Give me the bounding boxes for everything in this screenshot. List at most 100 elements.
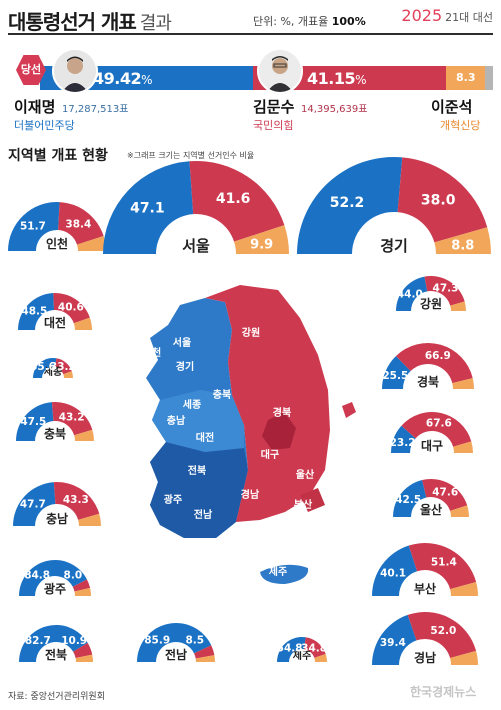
region-name: 대전 xyxy=(44,315,66,330)
count-rate: 100% xyxy=(331,15,366,28)
region-seg-kim xyxy=(53,293,90,324)
map-label: 대구 xyxy=(261,448,279,461)
region-name: 경기 xyxy=(380,237,408,255)
region-seg-lj xyxy=(434,227,491,254)
region-value-lee: 84.8 xyxy=(24,569,50,581)
pct-lee-junseok: 8.3 xyxy=(456,71,476,84)
region-seg-lee xyxy=(277,637,306,662)
map-label: 충북 xyxy=(213,388,231,401)
region-seg-lee xyxy=(16,402,54,441)
region-seg-lj xyxy=(74,587,91,596)
map-region-busan xyxy=(300,488,325,512)
region-seg-kim xyxy=(422,479,468,511)
region-value-kim: 66.9 xyxy=(425,350,451,362)
header-divider xyxy=(8,33,493,35)
region-seg-lee xyxy=(8,202,60,251)
region-value-lee: 42.5 xyxy=(395,494,421,506)
election-badge: 2025 21대 대선 xyxy=(401,6,493,25)
map-label: 광주 xyxy=(164,494,182,506)
page-title-suffix: 결과 xyxy=(139,13,172,34)
region-seg-lj xyxy=(450,650,478,665)
region-seg-kim xyxy=(194,645,215,659)
region-value-lee-junseok: 9.9 xyxy=(250,238,273,253)
region-name: 인천 xyxy=(46,236,68,251)
region-value-lee: 54.8 xyxy=(277,643,303,655)
region-seg-kim xyxy=(408,543,477,590)
region-value-kim: 8.0 xyxy=(64,569,83,581)
region-value-lee: 48.5 xyxy=(21,305,47,317)
candidate-party-lee-junseok: 개혁신당 xyxy=(440,119,481,132)
region-seg-kim xyxy=(424,275,465,306)
map-label: 경북 xyxy=(273,406,291,419)
region-chart-8: 대구 23.2 67.6 xyxy=(390,412,473,453)
region-value-kim: 38.0 xyxy=(421,192,456,208)
region-value-kim: 40.6 xyxy=(58,301,84,313)
region-seg-kim xyxy=(401,412,472,447)
region-seg-lee xyxy=(19,560,87,596)
map-label: 경남 xyxy=(241,488,260,501)
map-region-ulleung xyxy=(342,402,356,418)
region-name: 부산 xyxy=(414,581,436,596)
region-seg-kim xyxy=(189,161,285,242)
map-label: 인천 xyxy=(143,346,161,359)
region-name: 서울 xyxy=(182,237,210,255)
region-seg-lee xyxy=(396,276,428,311)
region-value-kim: 10.9 xyxy=(61,635,87,647)
region-seg-lj xyxy=(76,236,106,251)
region-seg-lee xyxy=(18,293,55,330)
map-region-honam xyxy=(150,442,248,538)
map-label: 강원 xyxy=(242,326,260,339)
map-label: 전남 xyxy=(194,508,213,521)
region-seg-lj xyxy=(453,441,473,453)
region-value-lee: 47.5 xyxy=(20,416,46,428)
region-seg-lee xyxy=(13,482,56,526)
region-seg-kim xyxy=(72,579,91,592)
region-seg-kim xyxy=(51,402,93,436)
region-chart-2: 경기 52.2 38.0 8.8 xyxy=(296,157,491,255)
region-seg-lee xyxy=(382,355,411,389)
map-label: 전북 xyxy=(188,464,206,477)
region-seg-lee xyxy=(19,625,88,662)
candidate-votes-lee: 17,287,513표 xyxy=(62,104,129,115)
election-year: 2025 xyxy=(401,6,443,25)
region-seg-kim xyxy=(58,202,104,245)
region-value-lee: 39.4 xyxy=(380,637,406,649)
region-value-kim: 43.2 xyxy=(59,412,85,424)
region-value-lee: 40.1 xyxy=(380,568,406,580)
region-seg-lj xyxy=(452,378,474,389)
region-value-lee: 44.0 xyxy=(397,288,423,300)
region-value-kim: 47.3 xyxy=(433,283,459,295)
region-seg-kim xyxy=(303,637,326,658)
section-note: ※그래프 크기는 지역별 선거인수 비율 xyxy=(127,151,255,160)
region-seg-lj xyxy=(234,225,289,254)
region-seg-kim xyxy=(397,157,488,243)
candidate-party-lee: 더불어민주당 xyxy=(14,119,75,132)
region-value-kim: 41.6 xyxy=(216,191,251,207)
region-name: 전북 xyxy=(45,647,67,662)
candidate-party-kim: 국민의힘 xyxy=(253,119,294,132)
map-region-jeju xyxy=(260,564,309,584)
candidate-photo-lee xyxy=(52,48,98,94)
map-label: 경기 xyxy=(176,360,194,373)
region-seg-kim xyxy=(73,642,93,659)
region-value-kim: 67.6 xyxy=(426,417,452,429)
national-bar-lee-junseok xyxy=(446,66,485,90)
region-value-kim: 47.6 xyxy=(432,487,458,499)
region-value-lee: 52.2 xyxy=(330,195,365,211)
region-seg-lj xyxy=(450,301,467,311)
region-value-kim: 52.0 xyxy=(430,625,456,637)
region-name: 경북 xyxy=(417,375,439,389)
map-label: 서울 xyxy=(173,336,191,349)
pct-lee: 49.42% xyxy=(93,69,153,88)
candidate-photo-kim xyxy=(257,48,303,94)
section-title: 지역별 개표 현황 xyxy=(8,148,108,164)
region-seg-lj xyxy=(450,505,469,517)
pct-kim: 41.15% xyxy=(307,69,367,88)
region-seg-lee xyxy=(296,157,403,254)
